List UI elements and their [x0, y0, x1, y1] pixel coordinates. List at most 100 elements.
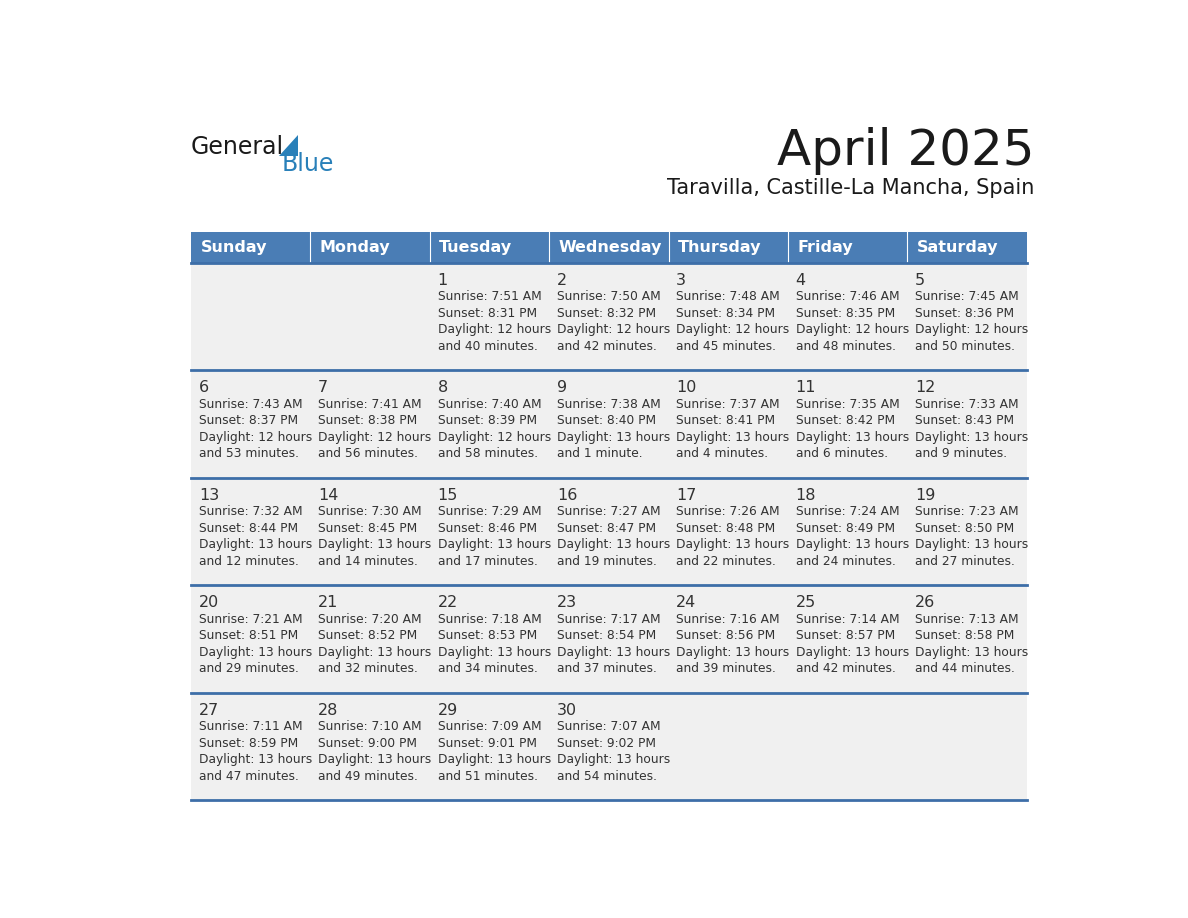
Text: and 32 minutes.: and 32 minutes. — [318, 663, 418, 676]
Text: Daylight: 12 hours: Daylight: 12 hours — [437, 323, 551, 337]
Bar — [430, 263, 549, 370]
Text: Daylight: 12 hours: Daylight: 12 hours — [437, 431, 551, 444]
Bar — [788, 232, 908, 263]
Text: Sunrise: 7:51 AM: Sunrise: 7:51 AM — [437, 290, 542, 303]
Bar — [669, 370, 788, 477]
Text: Sunrise: 7:09 AM: Sunrise: 7:09 AM — [437, 721, 542, 733]
Text: Daylight: 13 hours: Daylight: 13 hours — [915, 646, 1029, 659]
Text: Saturday: Saturday — [916, 240, 998, 254]
Text: Sunset: 8:40 PM: Sunset: 8:40 PM — [557, 414, 656, 428]
Bar — [191, 692, 310, 800]
Text: Daylight: 13 hours: Daylight: 13 hours — [557, 431, 670, 444]
Bar — [669, 263, 788, 370]
Text: and 49 minutes.: and 49 minutes. — [318, 770, 418, 783]
Text: Daylight: 13 hours: Daylight: 13 hours — [198, 754, 312, 767]
Text: 5: 5 — [915, 273, 925, 287]
Text: and 47 minutes.: and 47 minutes. — [198, 770, 298, 783]
Bar — [908, 477, 1026, 585]
Bar — [908, 232, 1026, 263]
Bar — [788, 477, 908, 585]
Text: Daylight: 13 hours: Daylight: 13 hours — [318, 539, 431, 552]
Text: 4: 4 — [796, 273, 805, 287]
Bar — [191, 585, 310, 692]
Text: Sunrise: 7:07 AM: Sunrise: 7:07 AM — [557, 721, 661, 733]
Text: 2: 2 — [557, 273, 567, 287]
Text: and 56 minutes.: and 56 minutes. — [318, 447, 418, 461]
Text: Tuesday: Tuesday — [440, 240, 512, 254]
Text: 12: 12 — [915, 380, 935, 395]
Text: Sunrise: 7:33 AM: Sunrise: 7:33 AM — [915, 397, 1018, 411]
Text: Sunset: 8:35 PM: Sunset: 8:35 PM — [796, 307, 895, 319]
Text: Sunset: 8:34 PM: Sunset: 8:34 PM — [676, 307, 776, 319]
Text: and 34 minutes.: and 34 minutes. — [437, 663, 537, 676]
Text: and 27 minutes.: and 27 minutes. — [915, 555, 1015, 568]
Text: Sunset: 8:44 PM: Sunset: 8:44 PM — [198, 521, 298, 535]
Text: Sunset: 8:53 PM: Sunset: 8:53 PM — [437, 630, 537, 643]
Bar — [191, 232, 310, 263]
Bar — [908, 263, 1026, 370]
Bar — [549, 477, 669, 585]
Text: 14: 14 — [318, 487, 339, 503]
Text: 11: 11 — [796, 380, 816, 395]
Text: Sunset: 8:57 PM: Sunset: 8:57 PM — [796, 630, 895, 643]
Text: Sunset: 9:00 PM: Sunset: 9:00 PM — [318, 737, 417, 750]
Bar — [191, 263, 310, 370]
Text: Sunset: 8:56 PM: Sunset: 8:56 PM — [676, 630, 776, 643]
Text: 6: 6 — [198, 380, 209, 395]
Text: Sunrise: 7:13 AM: Sunrise: 7:13 AM — [915, 613, 1018, 626]
Text: and 44 minutes.: and 44 minutes. — [915, 663, 1015, 676]
Text: 20: 20 — [198, 595, 219, 610]
Bar — [549, 692, 669, 800]
Text: 7: 7 — [318, 380, 328, 395]
Text: Daylight: 13 hours: Daylight: 13 hours — [557, 646, 670, 659]
Text: Sunset: 8:47 PM: Sunset: 8:47 PM — [557, 521, 656, 535]
Text: Sunset: 8:46 PM: Sunset: 8:46 PM — [437, 521, 537, 535]
Bar — [669, 232, 788, 263]
Text: Daylight: 12 hours: Daylight: 12 hours — [676, 323, 790, 337]
Text: Sunset: 8:58 PM: Sunset: 8:58 PM — [915, 630, 1015, 643]
Text: Daylight: 13 hours: Daylight: 13 hours — [437, 646, 551, 659]
Text: and 37 minutes.: and 37 minutes. — [557, 663, 657, 676]
Text: 29: 29 — [437, 702, 457, 718]
Text: Daylight: 13 hours: Daylight: 13 hours — [318, 646, 431, 659]
Text: Monday: Monday — [320, 240, 391, 254]
Text: Daylight: 12 hours: Daylight: 12 hours — [198, 431, 312, 444]
Text: Sunrise: 7:24 AM: Sunrise: 7:24 AM — [796, 505, 899, 519]
Text: Sunset: 8:37 PM: Sunset: 8:37 PM — [198, 414, 298, 428]
Text: Sunset: 8:41 PM: Sunset: 8:41 PM — [676, 414, 776, 428]
Text: Sunrise: 7:41 AM: Sunrise: 7:41 AM — [318, 397, 422, 411]
Text: Sunday: Sunday — [201, 240, 267, 254]
Text: 3: 3 — [676, 273, 687, 287]
Text: Sunrise: 7:38 AM: Sunrise: 7:38 AM — [557, 397, 661, 411]
Text: and 42 minutes.: and 42 minutes. — [557, 340, 657, 353]
Text: and 53 minutes.: and 53 minutes. — [198, 447, 299, 461]
Text: 9: 9 — [557, 380, 567, 395]
Bar — [549, 263, 669, 370]
Text: Daylight: 13 hours: Daylight: 13 hours — [557, 539, 670, 552]
Text: and 24 minutes.: and 24 minutes. — [796, 555, 896, 568]
Bar — [788, 370, 908, 477]
Text: 27: 27 — [198, 702, 219, 718]
Text: and 45 minutes.: and 45 minutes. — [676, 340, 776, 353]
Text: Daylight: 13 hours: Daylight: 13 hours — [437, 754, 551, 767]
Text: and 6 minutes.: and 6 minutes. — [796, 447, 887, 461]
Text: Sunset: 8:52 PM: Sunset: 8:52 PM — [318, 630, 417, 643]
Bar — [788, 263, 908, 370]
Text: Daylight: 13 hours: Daylight: 13 hours — [915, 539, 1029, 552]
Text: Daylight: 13 hours: Daylight: 13 hours — [318, 754, 431, 767]
Text: Sunset: 8:43 PM: Sunset: 8:43 PM — [915, 414, 1015, 428]
Text: Sunset: 8:48 PM: Sunset: 8:48 PM — [676, 521, 776, 535]
Bar — [430, 692, 549, 800]
Text: April 2025: April 2025 — [777, 127, 1035, 175]
Text: Sunset: 8:38 PM: Sunset: 8:38 PM — [318, 414, 417, 428]
Bar — [191, 370, 310, 477]
Text: 16: 16 — [557, 487, 577, 503]
Text: and 40 minutes.: and 40 minutes. — [437, 340, 537, 353]
Text: and 22 minutes.: and 22 minutes. — [676, 555, 776, 568]
Polygon shape — [279, 135, 298, 156]
Text: and 58 minutes.: and 58 minutes. — [437, 447, 538, 461]
Text: Sunset: 8:32 PM: Sunset: 8:32 PM — [557, 307, 656, 319]
Text: Sunrise: 7:37 AM: Sunrise: 7:37 AM — [676, 397, 779, 411]
Text: Sunrise: 7:27 AM: Sunrise: 7:27 AM — [557, 505, 661, 519]
Text: and 1 minute.: and 1 minute. — [557, 447, 643, 461]
